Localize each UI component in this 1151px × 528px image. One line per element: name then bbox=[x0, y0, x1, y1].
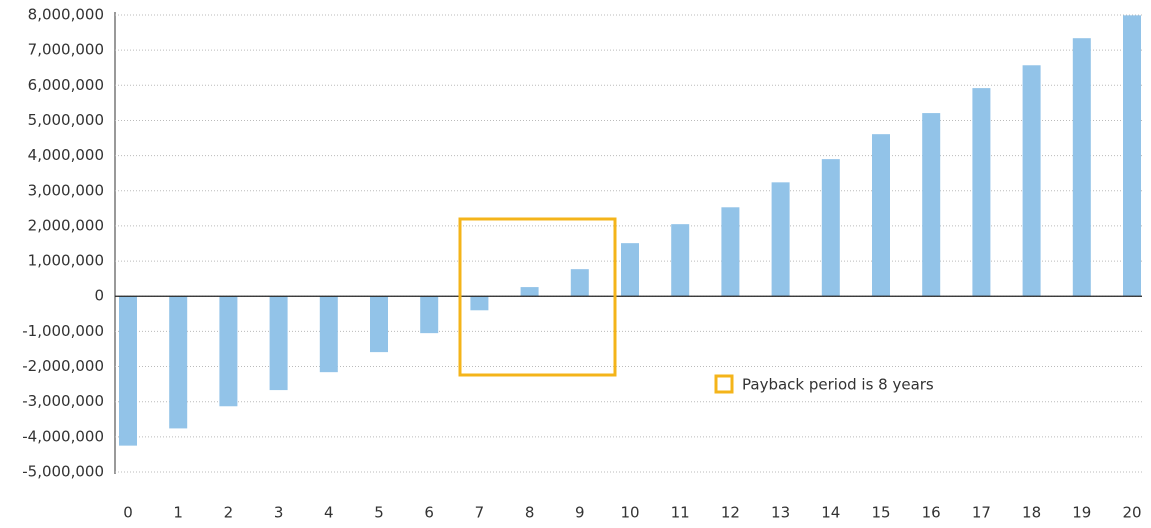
bar bbox=[269, 296, 288, 391]
x-tick-label: 12 bbox=[721, 504, 740, 522]
x-tick-label: 10 bbox=[620, 504, 639, 522]
x-tick-label: 4 bbox=[324, 504, 334, 522]
x-tick-label: 9 bbox=[575, 504, 585, 522]
bar bbox=[420, 296, 439, 334]
y-tick-label: 6,000,000 bbox=[28, 76, 104, 94]
bar bbox=[671, 224, 690, 297]
y-tick-label: 0 bbox=[94, 287, 104, 305]
bar bbox=[1072, 38, 1091, 297]
bar bbox=[169, 296, 188, 429]
y-tick-label: 7,000,000 bbox=[28, 41, 104, 59]
bar bbox=[370, 296, 388, 353]
y-tick-label: 8,000,000 bbox=[28, 6, 104, 24]
y-tick-label: 5,000,000 bbox=[28, 111, 104, 129]
x-tick-label: 0 bbox=[123, 504, 133, 522]
bar bbox=[1022, 65, 1041, 297]
x-tick-label: 7 bbox=[475, 504, 485, 522]
x-tick-label: 14 bbox=[821, 504, 840, 522]
bar bbox=[520, 287, 539, 297]
y-tick-label: 3,000,000 bbox=[28, 181, 104, 199]
y-tick-label: -5,000,000 bbox=[22, 463, 104, 481]
bar bbox=[922, 113, 941, 297]
bar bbox=[872, 134, 890, 297]
x-tick-label: 19 bbox=[1072, 504, 1091, 522]
x-tick-label: 15 bbox=[871, 504, 890, 522]
bar bbox=[219, 296, 238, 407]
x-tick-label: 17 bbox=[972, 504, 991, 522]
x-tick-label: 1 bbox=[173, 504, 183, 522]
y-tick-label: 2,000,000 bbox=[28, 216, 104, 234]
bar bbox=[470, 296, 489, 311]
x-tick-label: 8 bbox=[525, 504, 535, 522]
x-tick-label: 20 bbox=[1122, 504, 1141, 522]
y-tick-label: -2,000,000 bbox=[22, 357, 104, 375]
y-tick-label: -3,000,000 bbox=[22, 392, 104, 410]
x-tick-label: 11 bbox=[671, 504, 690, 522]
bar bbox=[621, 243, 639, 297]
bar bbox=[319, 296, 338, 373]
legend-label: Payback period is 8 years bbox=[742, 376, 934, 394]
y-tick-label: -4,000,000 bbox=[22, 427, 104, 445]
y-tick-label: 4,000,000 bbox=[28, 146, 104, 164]
bar bbox=[771, 182, 790, 297]
x-tick-label: 6 bbox=[424, 504, 434, 522]
x-tick-label: 16 bbox=[922, 504, 941, 522]
bar bbox=[821, 159, 840, 297]
bar bbox=[1123, 15, 1141, 297]
x-tick-label: 13 bbox=[771, 504, 790, 522]
x-tick-label: 5 bbox=[374, 504, 384, 522]
highlight-box bbox=[458, 217, 617, 377]
bar bbox=[721, 207, 740, 297]
x-tick-label: 3 bbox=[274, 504, 284, 522]
x-tick-label: 2 bbox=[224, 504, 234, 522]
x-tick-label: 18 bbox=[1022, 504, 1041, 522]
bar bbox=[570, 269, 589, 297]
y-tick-label: -1,000,000 bbox=[22, 322, 104, 340]
bar bbox=[972, 88, 991, 297]
legend-swatch bbox=[714, 374, 734, 394]
bar bbox=[119, 296, 137, 446]
y-tick-label: 1,000,000 bbox=[28, 252, 104, 270]
